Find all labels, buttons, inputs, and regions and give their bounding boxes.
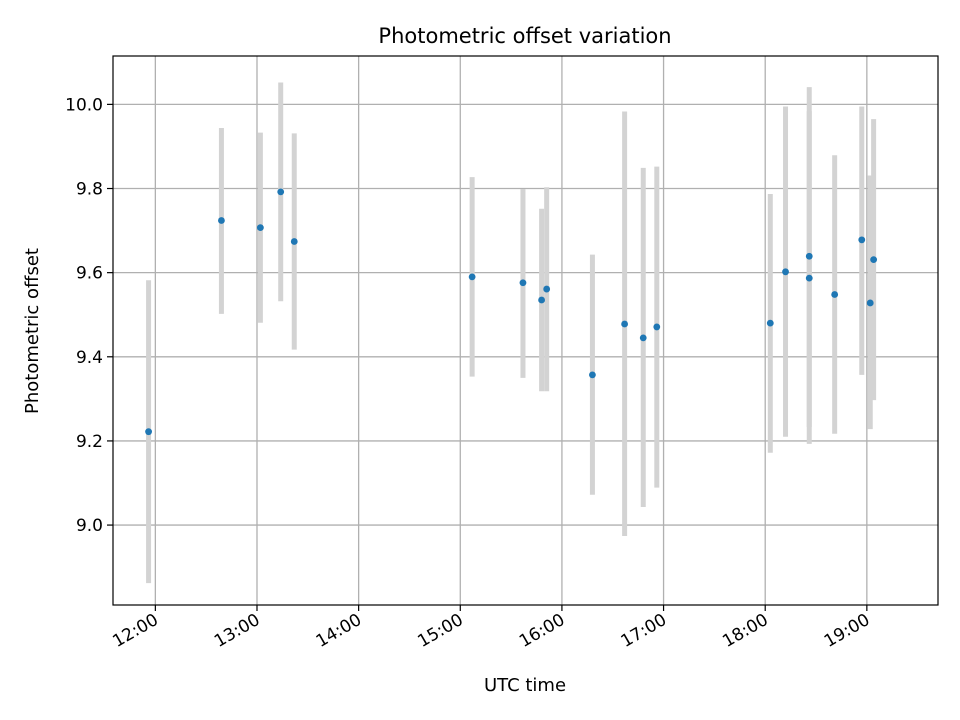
data-point — [256, 224, 264, 232]
data-point — [543, 285, 551, 293]
data-point — [145, 428, 152, 436]
y-tick-label: 10.0 — [65, 95, 103, 115]
data-point — [805, 252, 813, 260]
data-point — [766, 319, 774, 327]
y-tick-label: 9.0 — [76, 516, 103, 536]
x-axis-label: UTC time — [484, 675, 566, 696]
y-axis-label: Photometric offset — [22, 248, 43, 414]
y-axis-ticks: 9.0 9.2 9.4 9.6 9.8 10.0 — [65, 95, 113, 536]
data-point — [866, 299, 874, 307]
y-tick-label: 9.8 — [76, 180, 103, 200]
y-tick-label: 9.2 — [76, 432, 103, 452]
chart-title: Photometric offset variation — [378, 24, 671, 48]
data-point — [782, 268, 789, 276]
data-point — [218, 217, 225, 224]
data-point — [831, 291, 839, 298]
data-point — [621, 320, 629, 328]
data-point — [468, 273, 476, 281]
data-point — [277, 188, 285, 196]
y-tick-label: 9.6 — [76, 264, 103, 284]
data-point — [805, 274, 813, 282]
data-point — [653, 323, 661, 331]
data-points — [145, 188, 878, 436]
data-point — [290, 238, 298, 245]
grid — [113, 56, 938, 605]
data-point — [538, 296, 545, 304]
data-point — [858, 236, 866, 244]
data-point — [639, 334, 647, 342]
data-point — [589, 371, 596, 379]
data-point — [870, 256, 878, 264]
data-point — [519, 279, 527, 287]
y-tick-label: 9.4 — [76, 348, 103, 368]
plot-area-frame — [112, 55, 939, 606]
